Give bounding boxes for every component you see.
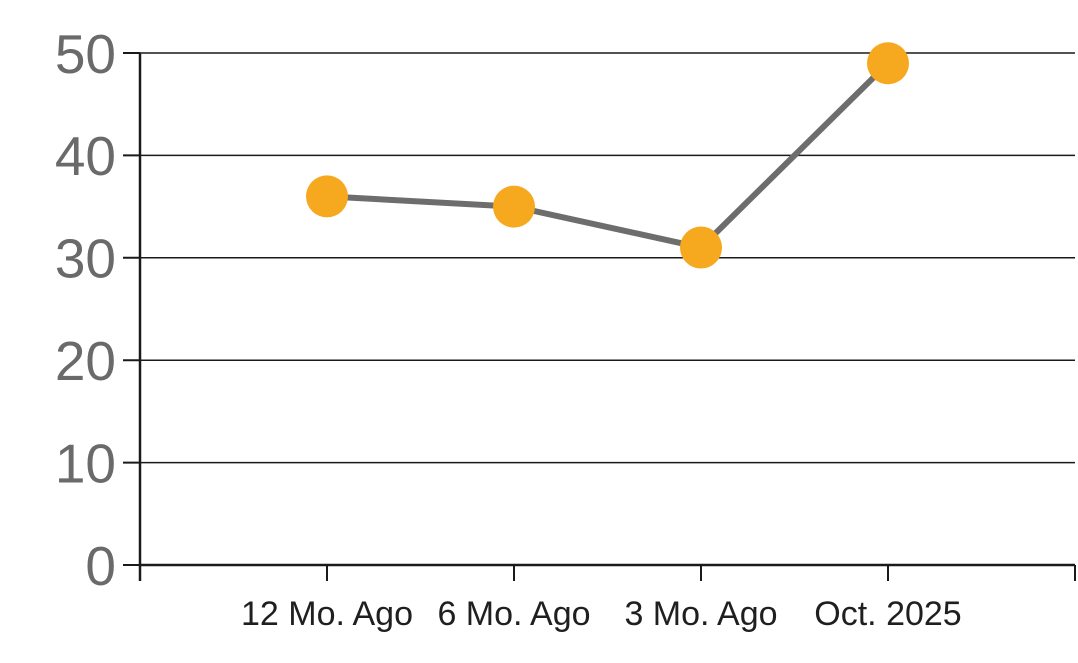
y-axis-tick-label: 10 (55, 432, 116, 494)
y-axis-tick-label: 0 (85, 535, 116, 597)
y-axis-tick-label: 30 (55, 228, 116, 290)
x-axis-label: Oct. 2025 (814, 595, 961, 633)
y-axis-tick-label: 20 (55, 330, 116, 392)
y-axis-tick-label: 40 (55, 125, 116, 187)
data-point-marker (680, 226, 722, 269)
x-axis-label: 12 Mo. Ago (241, 595, 413, 633)
y-axis-tick-label: 50 (55, 23, 116, 85)
data-point-marker (867, 42, 909, 85)
series-line (324, 60, 891, 251)
x-axis-label: 3 Mo. Ago (624, 595, 777, 633)
data-point-marker (306, 175, 348, 218)
data-point-marker (493, 185, 535, 228)
x-axis-label: 6 Mo. Ago (437, 595, 590, 633)
